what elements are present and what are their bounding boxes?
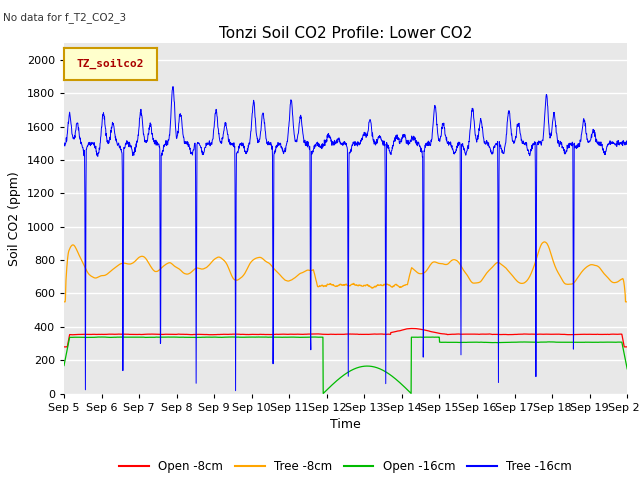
X-axis label: Time: Time: [330, 418, 361, 431]
Title: Tonzi Soil CO2 Profile: Lower CO2: Tonzi Soil CO2 Profile: Lower CO2: [219, 25, 472, 41]
Text: No data for f_T2_CO2_3: No data for f_T2_CO2_3: [3, 12, 126, 23]
Y-axis label: Soil CO2 (ppm): Soil CO2 (ppm): [8, 171, 21, 266]
Legend: Open -8cm, Tree -8cm, Open -16cm, Tree -16cm: Open -8cm, Tree -8cm, Open -16cm, Tree -…: [115, 456, 577, 478]
